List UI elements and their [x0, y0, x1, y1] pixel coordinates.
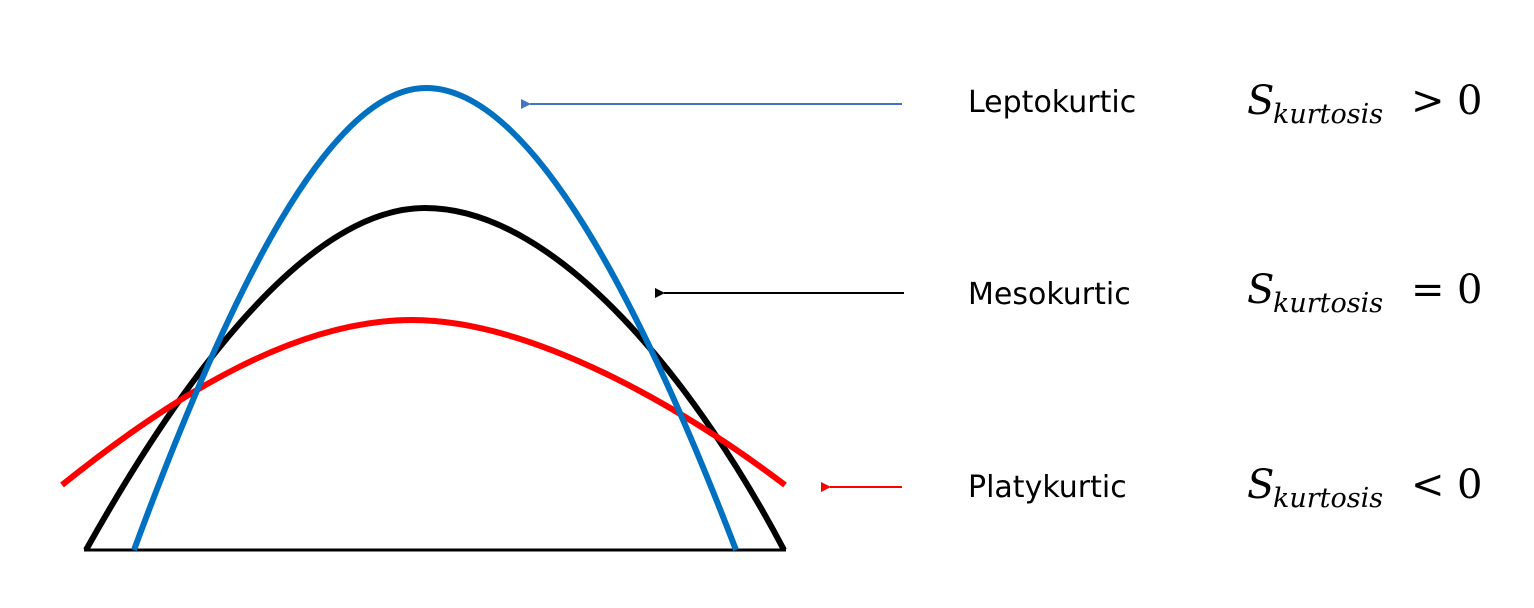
formula-value: 0: [1457, 267, 1482, 313]
formula-subscript: kurtosis: [1273, 99, 1383, 130]
formula-value: 0: [1457, 462, 1482, 508]
leptokurtic-formula: S kurtosis > 0: [1247, 78, 1482, 130]
formula-subscript: kurtosis: [1273, 288, 1383, 319]
formula-symbol: S: [1247, 78, 1274, 124]
mesokurtic-label: Mesokurtic: [968, 277, 1131, 312]
formula-operator: =: [1411, 267, 1445, 313]
platykurtic-curve: [60, 316, 787, 488]
formula-value: 0: [1457, 78, 1482, 124]
mesokurtic-formula: S kurtosis = 0: [1247, 267, 1482, 319]
platykurtic-formula: S kurtosis < 0: [1247, 462, 1482, 514]
mesokurtic-curve: [83, 204, 787, 552]
formula-symbol: S: [1247, 462, 1274, 508]
formula-symbol: S: [1247, 267, 1274, 313]
leptokurtic-curve: [131, 84, 739, 552]
platykurtic-label: Platykurtic: [968, 470, 1127, 505]
leptokurtic-label: Leptokurtic: [968, 85, 1136, 120]
formula-subscript: kurtosis: [1273, 483, 1383, 514]
formula-operator: >: [1411, 78, 1445, 124]
formula-operator: <: [1411, 462, 1445, 508]
